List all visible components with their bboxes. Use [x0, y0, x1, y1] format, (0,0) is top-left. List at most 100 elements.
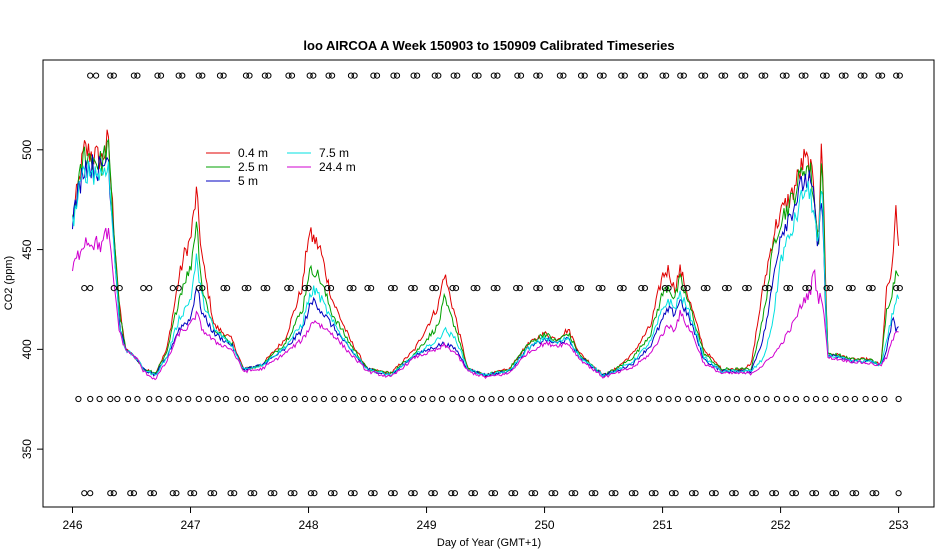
reference-point — [849, 490, 856, 497]
legend-label: 24.4 m — [319, 160, 356, 174]
reference-point — [556, 395, 564, 403]
reference-point — [606, 395, 613, 403]
reference-point — [812, 490, 820, 497]
reference-point — [199, 285, 206, 292]
reference-point — [360, 395, 368, 403]
reference-point — [242, 395, 250, 403]
reference-point — [684, 285, 691, 292]
reference-point — [722, 72, 729, 79]
reference-point — [368, 285, 375, 292]
reference-point — [224, 285, 231, 292]
reference-point — [513, 285, 520, 292]
reference-point — [763, 395, 770, 403]
series-layer — [72, 129, 900, 381]
reference-point — [508, 490, 515, 497]
reference-point — [879, 72, 886, 79]
reference-point — [753, 395, 761, 403]
reference-point — [488, 490, 495, 497]
reference-point — [809, 490, 816, 497]
reference-point — [845, 285, 853, 292]
reference-point — [665, 395, 672, 403]
reference-point — [536, 72, 543, 79]
reference-point — [214, 395, 221, 403]
y-tick-label: 350 — [20, 439, 34, 459]
reference-point — [615, 395, 623, 403]
reference-point — [866, 285, 873, 292]
reference-point — [572, 490, 579, 497]
reference-point — [288, 72, 296, 79]
x-tick-label: 252 — [771, 518, 791, 532]
y-tick-label: 400 — [20, 339, 34, 359]
reference-point — [893, 72, 900, 79]
reference-point — [93, 72, 100, 79]
reference-point — [222, 395, 229, 403]
reference-point — [260, 285, 267, 292]
reference-point — [311, 490, 318, 497]
reference-point — [285, 72, 292, 79]
reference-point — [665, 285, 672, 292]
reference-point — [234, 395, 241, 403]
reference-point — [632, 490, 639, 497]
x-tick-label: 251 — [653, 518, 673, 532]
reference-point — [324, 285, 331, 292]
chart-title: loo AIRCOA A Week 150903 to 150909 Calib… — [303, 38, 674, 53]
reference-point — [488, 395, 495, 403]
reference-point — [533, 285, 540, 292]
reference-point — [305, 285, 312, 292]
reference-point — [371, 490, 378, 497]
reference-point — [390, 395, 397, 403]
reference-point — [762, 285, 769, 292]
reference-point — [287, 490, 294, 497]
reference-point — [231, 490, 238, 497]
reference-point — [547, 395, 554, 403]
reference-point — [556, 285, 564, 292]
reference-point — [758, 72, 765, 79]
reference-point — [812, 395, 820, 403]
reference-point — [134, 72, 141, 79]
legend-label: 0.4 m — [238, 146, 268, 160]
reference-point — [857, 72, 864, 79]
reference-point — [618, 72, 625, 79]
reference-point — [578, 72, 585, 79]
reference-point — [411, 285, 418, 292]
reference-point — [379, 395, 386, 403]
reference-point — [227, 490, 234, 497]
reference-point — [471, 490, 478, 497]
reference-point — [700, 285, 708, 292]
reference-point — [738, 72, 745, 79]
reference-point — [216, 72, 224, 79]
x-tick-label: 248 — [299, 518, 319, 532]
reference-point — [368, 490, 375, 497]
reference-point — [351, 72, 358, 79]
reference-point — [600, 72, 607, 79]
reference-point — [207, 490, 214, 497]
reference-point — [340, 395, 347, 403]
reference-point — [842, 72, 849, 79]
reference-point — [714, 395, 722, 403]
legend-label: 7.5 m — [319, 146, 349, 160]
x-tick-label: 253 — [889, 518, 909, 532]
reference-point — [574, 285, 581, 292]
reference-point — [783, 395, 790, 403]
reference-point — [552, 490, 559, 497]
reference-point — [704, 285, 711, 292]
reference-point — [608, 490, 615, 497]
reference-point — [195, 72, 202, 79]
reference-point — [391, 490, 398, 497]
reference-point — [823, 72, 830, 79]
reference-point — [331, 395, 338, 403]
reference-point — [134, 395, 141, 403]
reference-point — [823, 285, 830, 292]
reference-point — [414, 72, 421, 79]
reference-point — [388, 490, 395, 497]
reference-point — [432, 285, 440, 292]
reference-point — [351, 490, 358, 497]
reference-point — [517, 395, 525, 403]
reference-point — [599, 285, 606, 292]
reference-point — [733, 395, 741, 403]
reference-point — [672, 490, 679, 497]
reference-point — [861, 72, 868, 79]
reference-point — [311, 395, 318, 403]
reference-point — [261, 395, 268, 403]
reference-point — [514, 72, 521, 79]
